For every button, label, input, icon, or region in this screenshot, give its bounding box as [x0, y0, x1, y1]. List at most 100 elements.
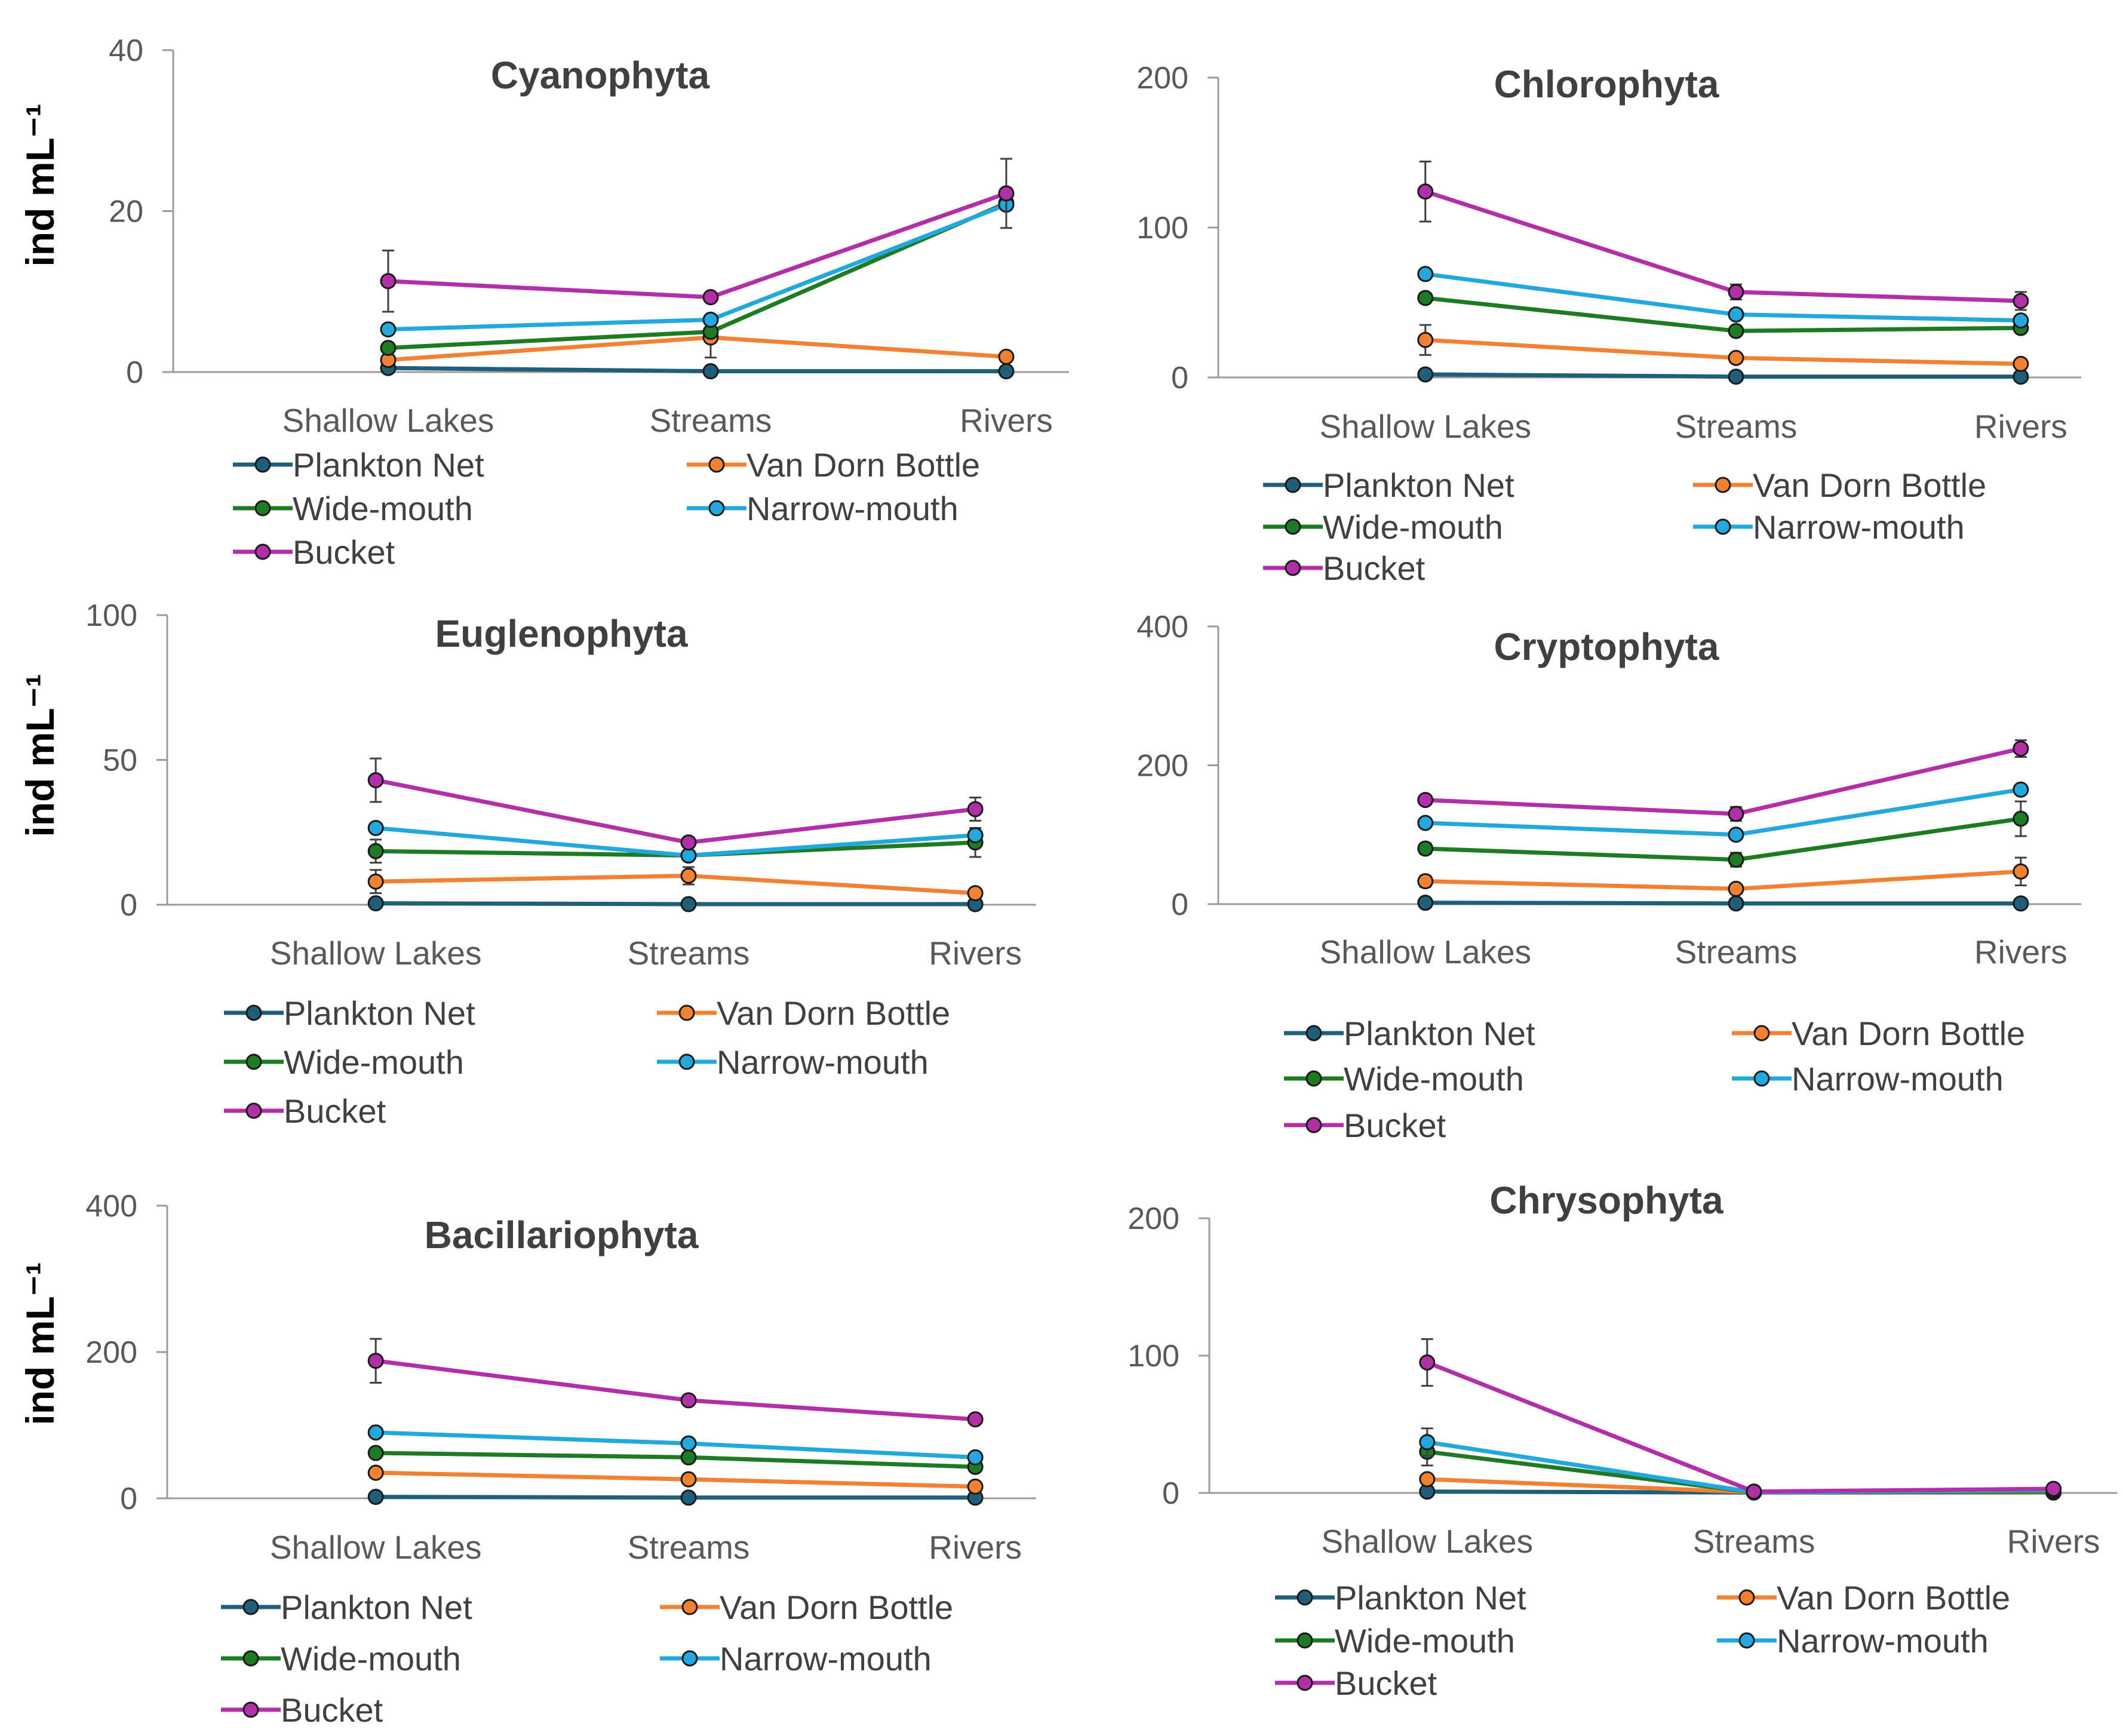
data-point	[1728, 880, 1744, 897]
data-point	[1417, 331, 1434, 348]
data-point	[680, 1392, 697, 1409]
legend-marker	[681, 1599, 698, 1615]
data-point	[1728, 284, 1744, 300]
x-category-label: Shallow Lakes	[1319, 408, 1531, 445]
legend-item: Wide-mouth	[1263, 508, 1503, 546]
legend-marker	[678, 1004, 695, 1021]
legend-item: Bucket	[1263, 549, 1425, 587]
series-line	[1425, 372, 2021, 379]
legend-item: Narrow-mouth	[660, 1640, 932, 1677]
data-point	[967, 885, 984, 902]
legend-label: Narrow-mouth	[1777, 1622, 1989, 1660]
data-point	[1728, 368, 1744, 385]
legend-label: Bucket	[284, 1092, 386, 1130]
legend-label: Wide-mouth	[293, 490, 473, 527]
legend-marker	[1738, 1589, 1755, 1606]
data-point	[367, 1445, 384, 1461]
legend-item: Bucket	[1284, 1107, 1446, 1144]
data-point	[1728, 306, 1744, 323]
x-category-label: Rivers	[1974, 933, 2067, 970]
panel-chlorophyta: 0 100 200 Shallow Lakes Streams Rivers Chlorop…	[1136, 61, 2081, 587]
data-point	[2013, 293, 2029, 309]
legend-marker	[1285, 477, 1301, 493]
data-point	[967, 1478, 984, 1495]
y-axis-label: ind mL⁻¹	[18, 103, 62, 266]
legend-marker	[245, 1004, 262, 1021]
x-category-label: Streams	[1675, 933, 1798, 970]
legend-item: Plankton Net	[233, 446, 484, 484]
legend-label: Van Dorn Bottle	[720, 1588, 953, 1626]
series-line	[1425, 901, 2021, 906]
data-point	[1419, 1354, 1436, 1371]
data-point	[367, 819, 384, 836]
x-category-label: Shallow Lakes	[282, 402, 494, 439]
legend-item: Bucket	[224, 1092, 386, 1130]
series-line	[388, 202, 1007, 332]
series-line	[375, 1359, 976, 1422]
legend-label: Plankton Net	[1323, 466, 1514, 504]
data-point	[367, 1489, 384, 1505]
data-point	[1417, 895, 1434, 911]
y-tick-label: 0	[1171, 887, 1188, 922]
data-point	[1419, 1434, 1436, 1451]
data-point	[1417, 792, 1434, 809]
data-point	[680, 1471, 697, 1488]
y-tick-label: 200	[1127, 1202, 1179, 1236]
legend-item: Narrow-mouth	[1732, 1060, 2004, 1098]
legend-label: Narrow-mouth	[1753, 508, 1965, 546]
legend-label: Van Dorn Bottle	[717, 994, 950, 1032]
x-category-label: Streams	[1675, 408, 1798, 445]
data-point	[680, 834, 697, 851]
data-point	[1746, 1483, 1762, 1500]
legend-marker	[1753, 1070, 1770, 1087]
data-point	[1417, 266, 1434, 282]
x-category-label: Shallow Lakes	[1321, 1523, 1533, 1560]
legend-label: Bucket	[1344, 1107, 1446, 1144]
legend-label: Wide-mouth	[284, 1043, 464, 1081]
legend-item: Narrow-mouth	[687, 490, 958, 527]
data-point	[702, 289, 719, 306]
legend-label: Plankton Net	[284, 994, 475, 1032]
x-category-label: Streams	[650, 402, 772, 439]
legend-marker	[1753, 1025, 1770, 1041]
legend-item: Van Dorn Bottle	[1693, 466, 1986, 504]
data-point	[998, 348, 1015, 365]
legend-item: Van Dorn Bottle	[687, 446, 980, 484]
data-point	[1728, 826, 1744, 843]
legend-marker	[242, 1650, 259, 1667]
legend-item: Wide-mouth	[224, 1043, 464, 1081]
data-point	[1728, 806, 1744, 822]
legend-label: Van Dorn Bottle	[1792, 1015, 2025, 1052]
y-axis-label: ind mL⁻¹	[18, 1262, 62, 1425]
legend-item: Narrow-mouth	[1717, 1622, 1989, 1660]
legend-item: Wide-mouth	[233, 490, 473, 527]
data-point	[1728, 349, 1744, 366]
x-category-label: Streams	[1693, 1523, 1815, 1560]
x-category-label: Rivers	[1974, 408, 2067, 445]
x-category-label: Rivers	[2007, 1523, 2100, 1560]
series-line	[388, 335, 1007, 362]
legend-marker	[708, 500, 725, 517]
x-category-label: Shallow Lakes	[1319, 933, 1531, 970]
x-category-label: Streams	[628, 1529, 750, 1566]
legend-item: Van Dorn Bottle	[1717, 1579, 2010, 1617]
panel-cryptophyta: 0 200 400 Shallow Lakes Streams Rivers Cryptop…	[1136, 610, 2081, 1144]
data-point	[2045, 1480, 2062, 1497]
data-point	[1417, 183, 1434, 200]
legend-label: Bucket	[1335, 1664, 1437, 1702]
data-point	[1417, 815, 1434, 831]
y-tick-label: 20	[109, 195, 143, 229]
legend-item: Bucket	[1275, 1664, 1437, 1702]
y-tick-label: 50	[103, 743, 137, 778]
data-point	[1728, 322, 1744, 339]
data-point	[367, 1464, 384, 1481]
y-tick-label: 100	[85, 598, 137, 633]
data-point	[367, 895, 384, 912]
y-tick-label: 0	[126, 355, 143, 390]
x-category-label: Shallow Lakes	[270, 935, 482, 972]
data-point	[967, 827, 984, 844]
y-tick-label: 0	[120, 1482, 137, 1516]
legend-label: Narrow-mouth	[1792, 1060, 2004, 1098]
data-point	[998, 185, 1015, 202]
panel-title: Bacillariophyta	[425, 1213, 699, 1256]
